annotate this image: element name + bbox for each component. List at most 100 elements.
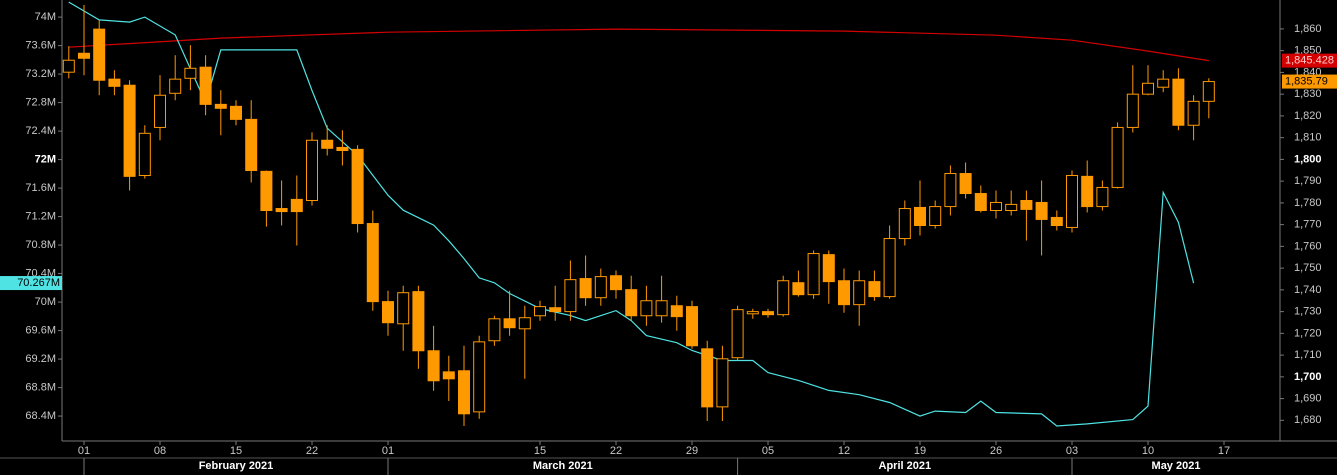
- y2-tick-label: 1,680: [1294, 414, 1322, 426]
- y2-tick-label: 1,850: [1294, 45, 1322, 57]
- candle-body: [1005, 203, 1018, 211]
- candle-body: [1050, 216, 1063, 227]
- candle-body: [1157, 78, 1170, 88]
- y2-tick-label: 1,770: [1294, 219, 1322, 231]
- y2-tick-label: 1,780: [1294, 197, 1322, 209]
- candle-body: [290, 198, 303, 213]
- candle-body: [1020, 199, 1033, 210]
- candle-body: [792, 282, 805, 296]
- candle-body: [169, 78, 182, 94]
- candle-body: [534, 306, 546, 317]
- candle-body: [336, 146, 349, 151]
- candle-body: [245, 118, 258, 171]
- x-tick-label: 15: [230, 445, 242, 457]
- y-tick-label: 68.8M: [25, 381, 56, 393]
- candle-body: [701, 348, 714, 408]
- y2-tick-label: 1,760: [1294, 240, 1322, 252]
- month-label: March 2021: [533, 460, 593, 472]
- x-tick-label: 26: [990, 445, 1002, 457]
- x-tick-label: 01: [78, 445, 90, 457]
- candle-body: [397, 292, 410, 325]
- candle-body: [1126, 93, 1139, 128]
- candle-body: [549, 307, 562, 313]
- candle-body: [822, 254, 835, 283]
- x-tick-label: 12: [838, 445, 850, 457]
- y2-tick-label: 1,800: [1294, 153, 1322, 165]
- candle-body: [625, 289, 638, 317]
- candle-body: [488, 318, 501, 342]
- x-tick-label: 05: [762, 445, 774, 457]
- candle-body: [1142, 82, 1154, 95]
- last-price-box: [1282, 74, 1337, 89]
- x-tick-label: 08: [154, 445, 166, 457]
- month-label: February 2021: [199, 460, 274, 472]
- candle-body: [93, 28, 106, 81]
- y-tick-label: 74M: [35, 11, 56, 23]
- candle-body: [990, 201, 1002, 211]
- candle-body: [610, 275, 622, 291]
- candle-body: [838, 280, 850, 306]
- y2-tick-label: 1,720: [1294, 327, 1322, 339]
- candle-body: [154, 94, 166, 128]
- candle-body: [1111, 126, 1124, 188]
- y2-tick-label: 1,860: [1294, 23, 1322, 35]
- candle-body: [974, 193, 987, 211]
- y-tick-label: 70.8M: [25, 239, 56, 251]
- candle-body: [1081, 175, 1094, 208]
- x-tick-label: 03: [1066, 445, 1078, 457]
- y-tick-label: 72M: [35, 153, 56, 165]
- y2-tick-label: 1,830: [1294, 88, 1322, 100]
- candle-body: [275, 208, 288, 213]
- y2-tick-label: 1,740: [1294, 284, 1322, 296]
- candle-body: [184, 67, 197, 79]
- candle-body: [62, 59, 75, 73]
- candle-body: [929, 206, 942, 227]
- candle-body: [716, 358, 729, 408]
- y2-tick-label: 1,810: [1294, 132, 1322, 144]
- y-tick-label: 71.6M: [25, 182, 56, 194]
- candle-body: [853, 280, 866, 306]
- candle-body: [594, 276, 607, 299]
- y-tick-label: 69.6M: [25, 324, 56, 336]
- candle-body: [1202, 81, 1215, 102]
- candle-body: [640, 300, 653, 317]
- candle-body: [412, 291, 425, 352]
- candle-body: [503, 318, 516, 329]
- last-price-label: 1,835.79: [1285, 75, 1328, 87]
- y-tick-label: 69.2M: [25, 353, 56, 365]
- candle-body: [868, 281, 881, 298]
- y-tick-label: 72.8M: [25, 96, 56, 108]
- candle-body: [473, 341, 486, 413]
- candle-body: [655, 300, 668, 317]
- candle-body: [883, 238, 896, 298]
- month-label: May 2021: [1152, 460, 1201, 472]
- y2-tick-label: 1,790: [1294, 175, 1322, 187]
- last-value-box: [0, 276, 62, 291]
- candle-body: [199, 66, 212, 105]
- y2-tick-label: 1,690: [1294, 393, 1322, 405]
- x-tick-label: 01: [382, 445, 394, 457]
- x-tick-label: 10: [1142, 445, 1154, 457]
- candle-body: [108, 78, 121, 87]
- candle-body: [807, 253, 820, 296]
- y-tick-label: 68.4M: [25, 410, 56, 422]
- x-tick-label: 22: [610, 445, 622, 457]
- y2-tick-label: 1,750: [1294, 262, 1322, 274]
- y-tick-label: 70M: [35, 296, 56, 308]
- candle-body: [777, 280, 790, 316]
- y-tick-label: 73.6M: [25, 40, 56, 52]
- last-value-label: 70.267M: [17, 277, 60, 289]
- last-value-label: 1,845.428: [1285, 55, 1334, 67]
- candle-body: [944, 173, 957, 208]
- candle-body: [458, 370, 470, 415]
- candle-body: [214, 103, 227, 109]
- candle-body: [351, 148, 364, 225]
- candle-body: [564, 279, 577, 313]
- candle-body: [686, 306, 698, 347]
- candle-body: [1035, 201, 1048, 220]
- candle-body: [427, 350, 440, 382]
- candle-body: [123, 84, 136, 177]
